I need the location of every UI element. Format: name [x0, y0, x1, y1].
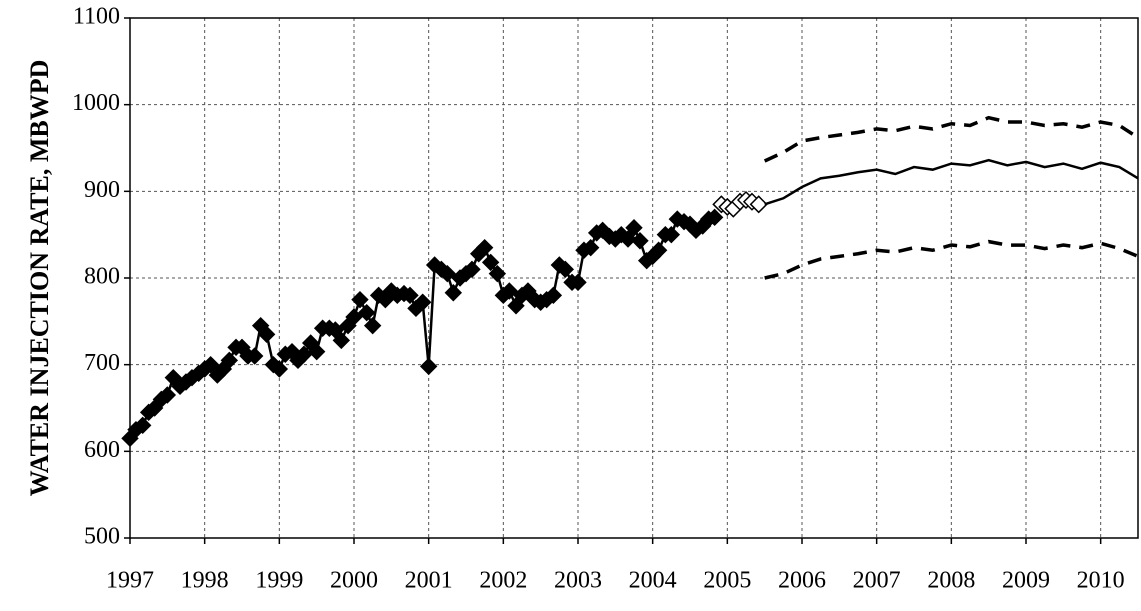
x-tick-label: 2001 [405, 568, 453, 594]
data-point [438, 264, 457, 283]
data-point [481, 253, 500, 272]
data-point [581, 238, 600, 257]
x-tick-label: 2004 [629, 568, 677, 594]
data-point [500, 282, 519, 300]
x-tick-label: 2000 [330, 568, 378, 594]
y-axis-label: WATER INJECTION RATE, MBWPD [25, 60, 54, 497]
series-line [763, 115, 1139, 163]
x-tick-label: 2005 [703, 568, 751, 594]
x-tick-label: 2006 [778, 568, 826, 594]
y-tick-label: 1000 [72, 90, 120, 116]
data-point [488, 264, 507, 283]
data-point [201, 355, 220, 374]
y-tick-label: 900 [84, 177, 120, 203]
data-point [444, 284, 463, 302]
x-tick-label: 1997 [106, 568, 154, 594]
y-tick-label: 600 [84, 437, 120, 463]
x-tick-label: 2009 [1002, 568, 1050, 594]
data-point [463, 260, 481, 279]
data-point [133, 416, 152, 435]
data-point [357, 303, 376, 322]
x-tick-label: 1999 [255, 568, 303, 594]
data-point [419, 357, 438, 376]
y-tick-label: 1100 [73, 4, 120, 30]
data-point [556, 260, 575, 279]
x-tick-label: 2008 [927, 568, 975, 594]
data-point [345, 308, 363, 326]
data-point [631, 232, 649, 250]
data-point [257, 325, 276, 344]
data-point [662, 225, 681, 244]
data-point [158, 386, 177, 404]
data-point [619, 230, 637, 248]
data-point [625, 219, 643, 237]
data-point [220, 351, 239, 370]
data-point [332, 331, 351, 350]
data-point [649, 241, 668, 259]
data-point [245, 347, 264, 365]
data-point [569, 273, 587, 292]
data-point [475, 238, 494, 257]
data-point [270, 360, 289, 378]
plot-frame [129, 17, 1139, 539]
x-tick-label: 2002 [479, 568, 527, 594]
data-point [401, 286, 419, 305]
y-tick-label: 500 [84, 524, 120, 550]
data-point [705, 208, 724, 227]
data-point [413, 293, 432, 311]
series-line [764, 239, 1139, 280]
series-line [128, 216, 715, 440]
x-tick-label: 2010 [1077, 568, 1125, 594]
x-tick-label: 2003 [554, 568, 602, 594]
data-point [363, 316, 382, 335]
series-line [764, 158, 1139, 206]
y-tick-label: 700 [84, 350, 120, 376]
data-point [544, 286, 563, 305]
x-tick-label: 1998 [181, 568, 229, 594]
y-tick-label: 800 [84, 264, 120, 290]
x-tick-label: 2007 [853, 568, 901, 594]
data-point [307, 342, 326, 361]
data-point [749, 195, 768, 214]
data-point [351, 290, 369, 309]
